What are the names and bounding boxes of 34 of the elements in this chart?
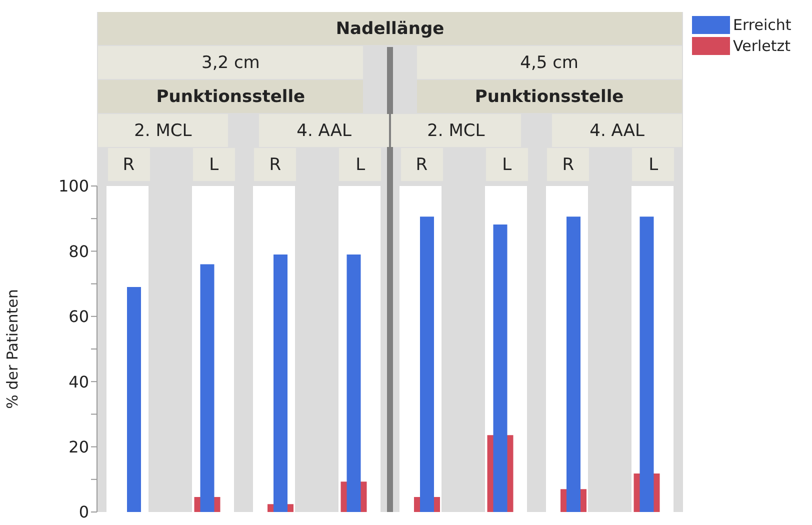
x-tick-label: L — [192, 148, 235, 181]
y-tick-label: 80 — [68, 242, 89, 261]
x-tick-label: L — [339, 148, 382, 181]
y-axis-title: % der Patienten — [3, 289, 22, 409]
x-tick-label: R — [254, 148, 296, 181]
text: 3,2 cm — [98, 46, 364, 79]
bar — [127, 287, 141, 512]
bar — [493, 224, 508, 512]
chart-title: Nadellänge — [98, 12, 682, 45]
text: 4. AAL — [259, 114, 389, 147]
y-tick-label: 20 — [68, 437, 89, 456]
y-tick-label: 60 — [68, 307, 89, 326]
text: 2. MCL — [98, 114, 228, 147]
bar — [566, 216, 580, 512]
bar — [420, 216, 434, 512]
x-tick-label: R — [547, 148, 590, 181]
bar — [200, 264, 214, 512]
x-tick-label: L — [486, 148, 528, 181]
text: 4. AAL — [552, 114, 682, 147]
y-tick-label: 40 — [68, 372, 89, 392]
x-tick-label: R — [108, 148, 150, 181]
bar — [346, 254, 361, 512]
bar — [274, 254, 288, 512]
legend-label: Erreicht — [733, 16, 792, 34]
bar — [640, 216, 654, 512]
text: 2. MCL — [391, 114, 521, 147]
y-tick-label: 0 — [78, 502, 89, 522]
x-tick-label: R — [400, 148, 443, 181]
text: Punktionsstelle — [416, 80, 682, 113]
legend-label: Verletzt — [733, 36, 791, 54]
text: Punktionsstelle — [98, 80, 364, 113]
y-tick-label: 100 — [58, 176, 89, 196]
text: 4,5 cm — [416, 46, 682, 79]
x-tick-label: L — [632, 148, 674, 181]
